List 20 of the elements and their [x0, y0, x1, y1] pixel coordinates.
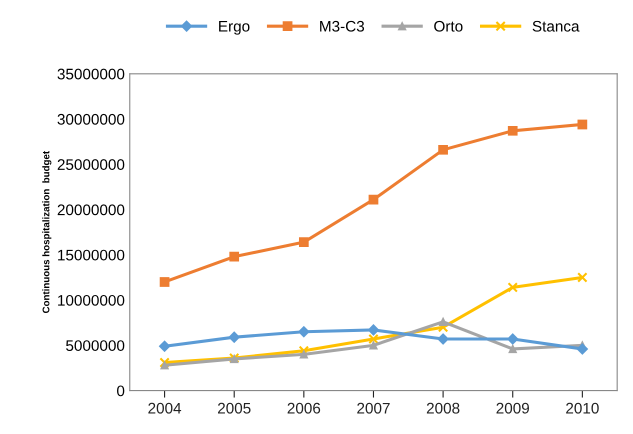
- x-tick-label: 2006: [288, 402, 320, 414]
- y-tick-label: 25000000: [58, 159, 124, 170]
- legend-label: Stanca: [532, 20, 580, 32]
- y-tick-label: 5000000: [66, 340, 124, 352]
- y-tick-label: 35000000: [58, 68, 124, 80]
- legend-label: Orto: [434, 20, 463, 32]
- legend-label: Ergo: [219, 21, 250, 35]
- y-axis-title: Continuous hospitalization budget: [42, 151, 52, 314]
- x-tick-label: 2005: [218, 402, 251, 414]
- x-tick-label: 2009: [496, 402, 529, 414]
- y-tick-label: 15000000: [58, 250, 124, 261]
- legend-label: M3-C3: [320, 20, 364, 32]
- y-tick-label: 10000000: [58, 294, 124, 306]
- x-tick-label: 2008: [426, 402, 460, 414]
- x-tick-label: 2007: [357, 402, 390, 414]
- y-tick-label: 0: [117, 385, 124, 396]
- y-tick-label: 30000000: [58, 114, 124, 125]
- x-tick-label: 2004: [148, 402, 182, 414]
- x-tick-label: 2010: [566, 402, 599, 414]
- y-tick-label: 20000000: [58, 204, 124, 216]
